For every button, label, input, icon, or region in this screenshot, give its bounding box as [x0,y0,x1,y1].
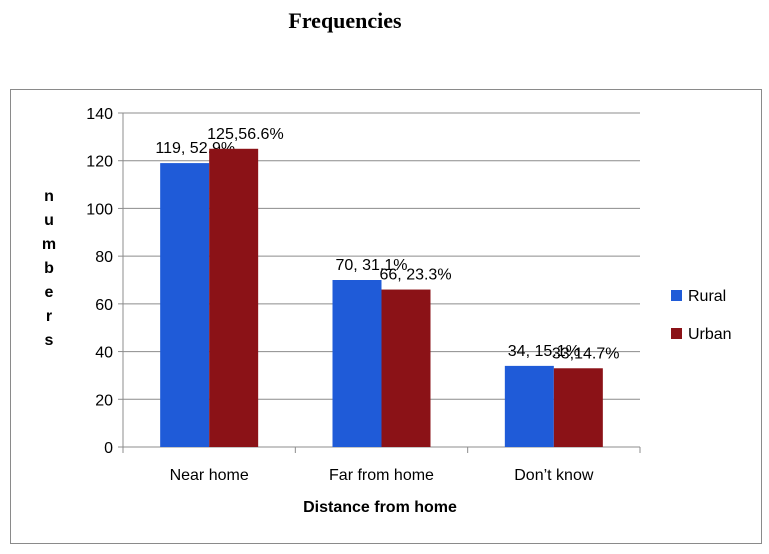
legend-swatch-rural [671,290,682,301]
bar-rural [504,365,554,447]
bar-urban [209,148,259,448]
y-tick-label: 0 [104,440,113,457]
y-axis-title-letter: s [45,332,54,349]
y-tick-label: 20 [95,392,113,409]
data-label: 125,56.6% [207,126,284,143]
data-label: 70, 31.1% [335,257,407,274]
data-label: 34, 15.1% [508,343,580,360]
bar-urban [381,289,431,447]
data-label: 66, 23.3% [380,267,452,284]
legend-label-urban: Urban [688,326,732,343]
y-axis-title-letter: u [44,212,54,229]
legend-label-rural: Rural [688,288,726,305]
bar-rural [332,280,382,447]
y-axis-title-letter: n [44,188,54,205]
x-tick-label: Far from home [329,467,434,484]
data-label: 33,14.7% [552,345,620,362]
x-tick-label: Don’t know [514,467,594,484]
legend-swatch-urban [671,328,682,339]
y-tick-label: 80 [95,249,113,266]
page-title: Frequencies [288,8,402,33]
y-tick-label: 140 [86,106,113,123]
x-axis-title: Distance from home [303,499,457,516]
y-axis-title-letter: m [42,236,56,253]
y-tick-label: 120 [86,154,113,171]
bar-rural [160,163,210,447]
y-axis-title-letter: e [45,284,54,301]
bar-urban [553,368,603,447]
x-tick-label: Near home [170,467,249,484]
y-axis-title-letter: b [44,260,54,277]
y-tick-label: 100 [86,201,113,218]
y-axis-title-letter: r [46,308,52,325]
y-tick-label: 40 [95,345,113,362]
chart-frame [10,89,762,544]
y-tick-label: 60 [95,297,113,314]
